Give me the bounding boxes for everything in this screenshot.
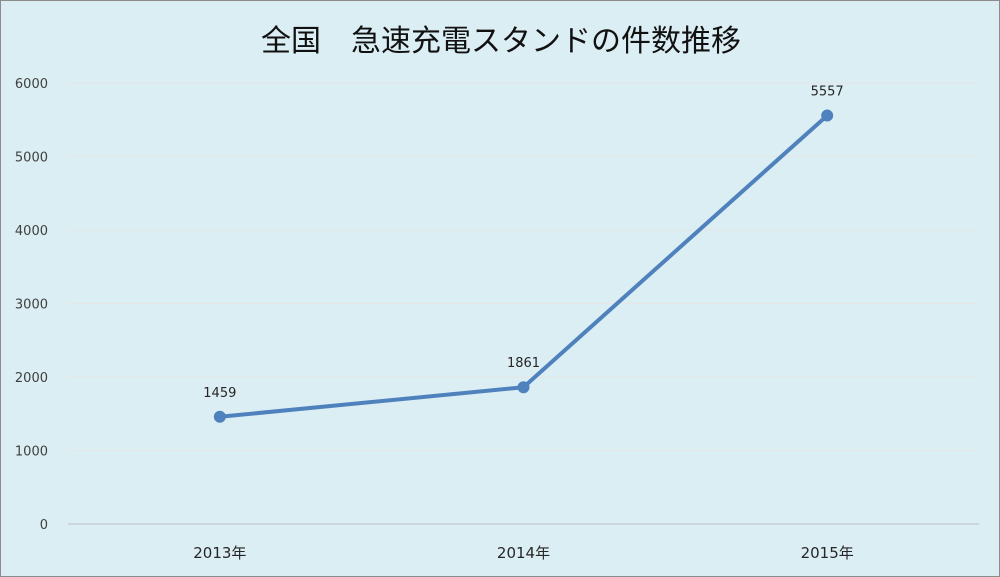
data-point	[213, 410, 226, 423]
chart-title: 全国 急速充電スタンドの件数推移	[261, 24, 741, 59]
data-point	[821, 109, 834, 122]
x-category-label: 2013年	[193, 544, 246, 562]
gridlines	[68, 82, 979, 525]
data-label: 5557	[811, 85, 844, 100]
y-tick-label: 3000	[15, 298, 48, 313]
y-tick-label: 5000	[15, 151, 48, 166]
data-labels: 1459 1861 5557	[203, 85, 843, 401]
y-tick-label: 4000	[15, 224, 48, 239]
data-label: 1861	[507, 356, 540, 371]
y-tick-label: 6000	[15, 77, 48, 92]
x-category-label: 2015年	[801, 544, 854, 562]
x-category-label: 2014年	[497, 544, 550, 562]
y-tick-label: 0	[40, 518, 48, 533]
data-label: 1459	[203, 386, 236, 401]
data-point	[517, 381, 530, 394]
series-line	[217, 113, 830, 419]
series-line-group	[213, 109, 834, 423]
y-axis-ticks: 0 1000 2000 3000 4000 5000 6000	[15, 77, 48, 533]
y-tick-label: 2000	[15, 371, 48, 386]
x-axis-categories: 2013年 2014年 2015年	[193, 544, 854, 562]
y-tick-label: 1000	[15, 445, 48, 460]
